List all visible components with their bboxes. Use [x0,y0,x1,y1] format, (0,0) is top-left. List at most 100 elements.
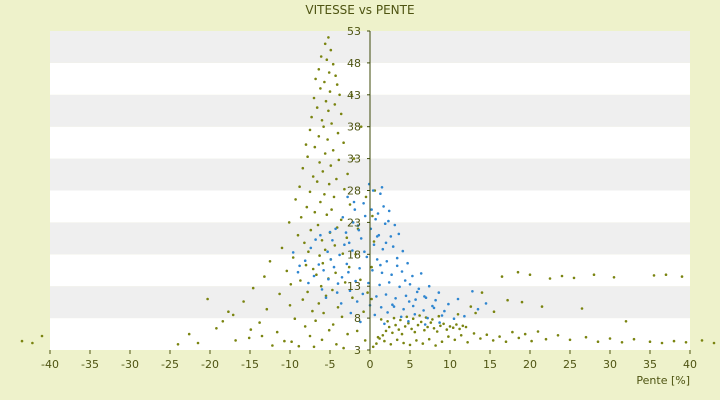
scatter-point [427,284,431,288]
scatter-point [520,300,524,304]
scatter-point [291,256,295,259]
y-tick-label: 8 [354,312,361,325]
scatter-point [397,328,401,331]
scatter-point [344,231,348,234]
scatter-point [474,311,477,315]
scatter-point [504,340,508,344]
scatter-point [464,325,468,329]
scatter-point [365,255,369,259]
scatter-point [342,141,345,144]
x-tick-label: 25 [563,358,577,371]
scatter-point [472,332,476,335]
scatter-point [342,346,345,350]
scatter-point [372,240,376,243]
scatter-point [351,296,354,300]
scatter-point [346,332,349,336]
scatter-point [278,292,281,296]
scatter-point [376,212,380,215]
scatter-point [325,213,329,216]
scatter-point [684,341,688,344]
scatter-point [335,83,339,86]
scatter-point [327,328,331,332]
chart-title: VITESSE vs PENTE [305,3,414,17]
scatter-point [357,228,361,232]
x-tick-label: 5 [407,358,414,371]
scatter-point [435,330,439,333]
scatter-point [314,77,317,81]
scatter-point [187,332,191,336]
scatter-point [319,87,322,90]
scatter-point [317,263,321,266]
scatter-point [311,175,315,178]
scatter-point [363,214,367,218]
scatter-point [314,319,317,323]
scatter-point [323,152,327,155]
scatter-point [517,336,521,340]
scatter-point [387,325,391,329]
scatter-point [361,292,365,296]
scatter-point [379,318,383,321]
scatter-point [297,344,301,348]
scatter-point [260,334,264,338]
scatter-point [351,221,355,224]
scatter-point [491,339,495,342]
scatter-point [324,296,328,300]
scatter-point [398,285,401,289]
scatter-point [419,272,423,275]
data-points [20,36,716,350]
scatter-point [299,279,302,282]
y-tick-label: 18 [347,248,361,261]
scatter-point [340,315,344,319]
scatter-point [379,263,382,267]
scatter-point [303,259,307,263]
scatter-point [305,205,309,209]
scatter-point [536,330,540,333]
scatter-point [421,342,425,345]
scatter-point [371,214,374,218]
scatter-point [399,318,402,322]
scatter-point [296,233,300,237]
scatter-point [336,131,340,135]
scatter-point [405,315,409,319]
scatter-point [323,80,326,84]
scatter-point [315,106,319,109]
scatter-point [319,200,322,204]
scatter-point [320,239,324,242]
scatter-point [354,279,357,283]
scatter-point [394,323,397,327]
scatter-point [20,339,24,343]
scatter-point [350,93,353,97]
scatter-point [372,243,376,246]
scatter-point [362,202,365,205]
scatter-point [479,337,482,340]
scatter-point [320,119,324,122]
scatter-point [317,302,321,305]
scatter-point [268,260,272,263]
scatter-point [415,339,418,342]
scatter-point [392,305,396,308]
scatter-point [447,302,450,306]
scatter-point [437,314,441,318]
scatter-point [334,227,337,231]
scatter-point [332,195,336,199]
scatter-point [459,334,463,337]
scatter-point [247,336,251,340]
scatter-point [434,344,437,347]
scatter-point [451,326,455,330]
scatter-point [263,275,266,278]
scatter-point [434,298,437,302]
scatter-point [303,325,307,328]
scatter-point [363,250,366,253]
scatter-point [440,314,444,317]
scatter-point [408,343,412,347]
scatter-point [320,338,324,342]
scatter-point [231,313,235,317]
scatter-point [349,311,353,315]
scatter-point [251,286,255,290]
scatter-point [391,245,395,248]
scatter-point [394,297,397,300]
scatter-point [407,321,410,325]
scatter-point [343,281,347,284]
scatter-point [335,291,339,294]
